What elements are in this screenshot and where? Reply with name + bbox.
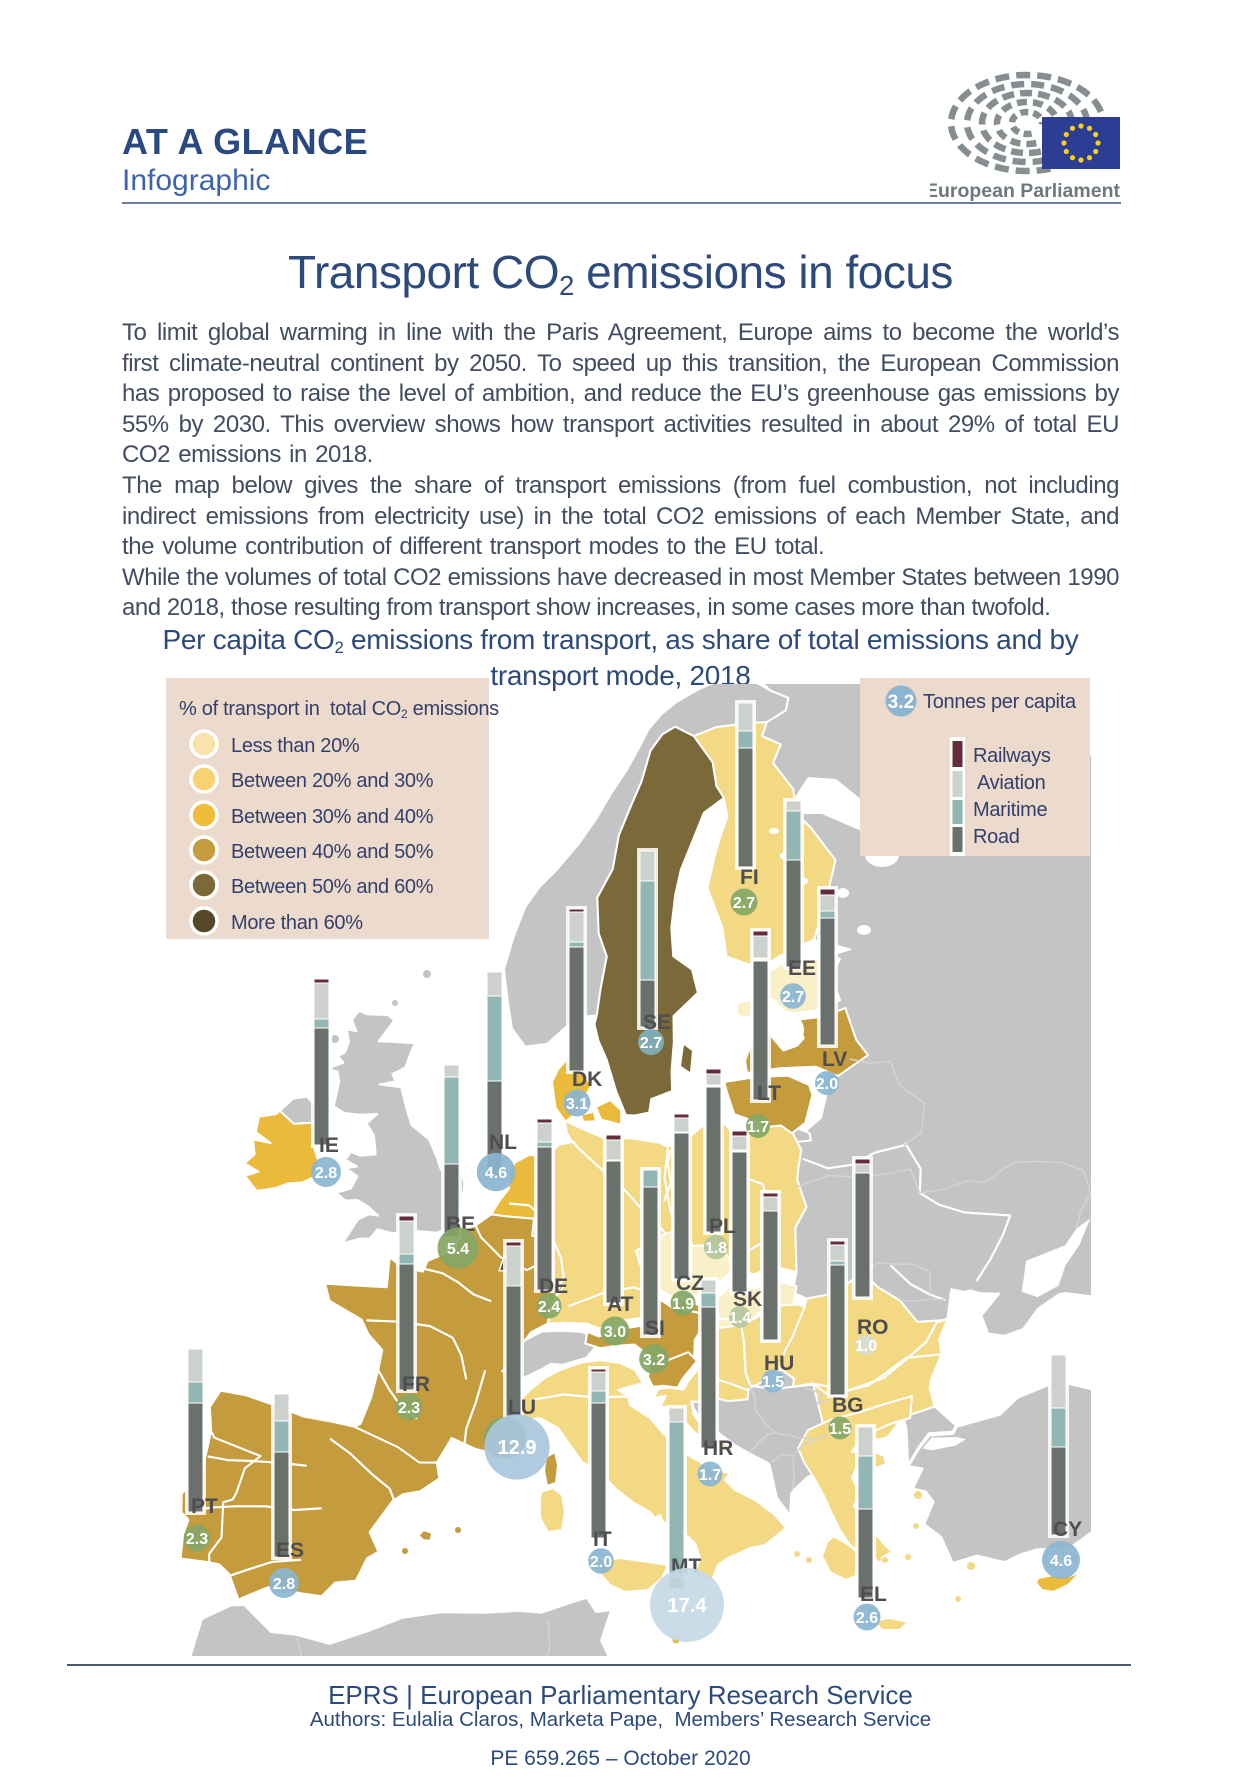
svg-text:EE: EE <box>788 957 816 980</box>
svg-text:4.6: 4.6 <box>485 1165 507 1182</box>
svg-text:LT: LT <box>757 1082 781 1105</box>
svg-text:3.2: 3.2 <box>888 692 914 713</box>
svg-text:PT: PT <box>191 1495 218 1518</box>
svg-text:More than 60%: More than 60% <box>231 912 363 934</box>
svg-text:ES: ES <box>276 1539 304 1562</box>
svg-text:CZ: CZ <box>676 1272 704 1295</box>
svg-text:Railways: Railways <box>973 745 1051 767</box>
svg-text:Between 30% and 40%: Between 30% and 40% <box>231 806 434 828</box>
svg-text:1.7: 1.7 <box>699 1467 721 1484</box>
svg-text:CY: CY <box>1053 1518 1082 1541</box>
svg-text:FR: FR <box>402 1373 430 1396</box>
svg-text:HR: HR <box>703 1437 733 1460</box>
svg-text:LU: LU <box>508 1396 536 1419</box>
svg-text:12.9: 12.9 <box>498 1437 537 1459</box>
svg-text:Less than 20%: Less than 20% <box>231 735 360 757</box>
svg-text:Road: Road <box>973 826 1020 848</box>
svg-text:IT: IT <box>593 1528 612 1551</box>
svg-text:4.6: 4.6 <box>1050 1553 1072 1570</box>
svg-text:Maritime: Maritime <box>973 799 1047 821</box>
svg-text:2.7: 2.7 <box>733 895 755 912</box>
svg-text:BG: BG <box>832 1394 864 1417</box>
svg-text:2.7: 2.7 <box>640 1035 662 1052</box>
svg-text:1.0: 1.0 <box>855 1338 877 1355</box>
svg-text:HU: HU <box>764 1352 794 1375</box>
svg-text:EL: EL <box>860 1583 887 1606</box>
svg-text:FI: FI <box>740 866 759 889</box>
svg-text:5.4: 5.4 <box>447 1241 469 1258</box>
svg-text:3.0: 3.0 <box>604 1324 626 1341</box>
svg-text:1.5: 1.5 <box>829 1421 851 1438</box>
svg-text:1.9: 1.9 <box>672 1296 694 1313</box>
svg-text:Between 40% and 50%: Between 40% and 50% <box>231 841 434 863</box>
svg-text:1.5: 1.5 <box>762 1374 784 1391</box>
svg-text:1.4: 1.4 <box>729 1310 751 1327</box>
svg-text:NL: NL <box>489 1131 517 1154</box>
svg-text:DE: DE <box>539 1275 568 1298</box>
svg-text:1.7: 1.7 <box>747 1119 769 1136</box>
svg-text:SE: SE <box>643 1011 671 1034</box>
svg-text:Between 20% and 30%: Between 20% and 30% <box>231 770 434 792</box>
svg-text:2.3: 2.3 <box>186 1531 208 1548</box>
svg-text:1.8: 1.8 <box>705 1240 727 1257</box>
svg-text:AT: AT <box>607 1293 634 1316</box>
svg-text:Aviation: Aviation <box>977 772 1045 794</box>
svg-text:2.8: 2.8 <box>273 1576 295 1593</box>
svg-text:2.8: 2.8 <box>315 1165 337 1182</box>
svg-text:2.7: 2.7 <box>782 989 804 1006</box>
svg-text:17.4: 17.4 <box>668 1595 708 1617</box>
svg-text:IE: IE <box>319 1134 339 1157</box>
svg-text:2.0: 2.0 <box>816 1076 838 1093</box>
svg-text:2.6: 2.6 <box>856 1610 878 1627</box>
svg-text:2.0: 2.0 <box>590 1554 612 1571</box>
svg-text:DK: DK <box>572 1068 602 1091</box>
svg-text:SK: SK <box>733 1288 762 1311</box>
svg-text:LV: LV <box>822 1048 847 1071</box>
svg-text:Between 50% and 60%: Between 50% and 60% <box>231 876 434 898</box>
svg-text:SI: SI <box>645 1317 665 1340</box>
svg-text:Tonnes per capita: Tonnes per capita <box>923 691 1077 713</box>
svg-text:3.1: 3.1 <box>566 1096 588 1113</box>
svg-text:European Parliament: European Parliament <box>930 180 1121 202</box>
svg-text:2.3: 2.3 <box>398 1400 420 1417</box>
svg-text:2.4: 2.4 <box>538 1299 560 1316</box>
svg-text:3.2: 3.2 <box>643 1352 665 1369</box>
svg-text:PL: PL <box>709 1215 736 1238</box>
svg-text:RO: RO <box>857 1316 889 1339</box>
